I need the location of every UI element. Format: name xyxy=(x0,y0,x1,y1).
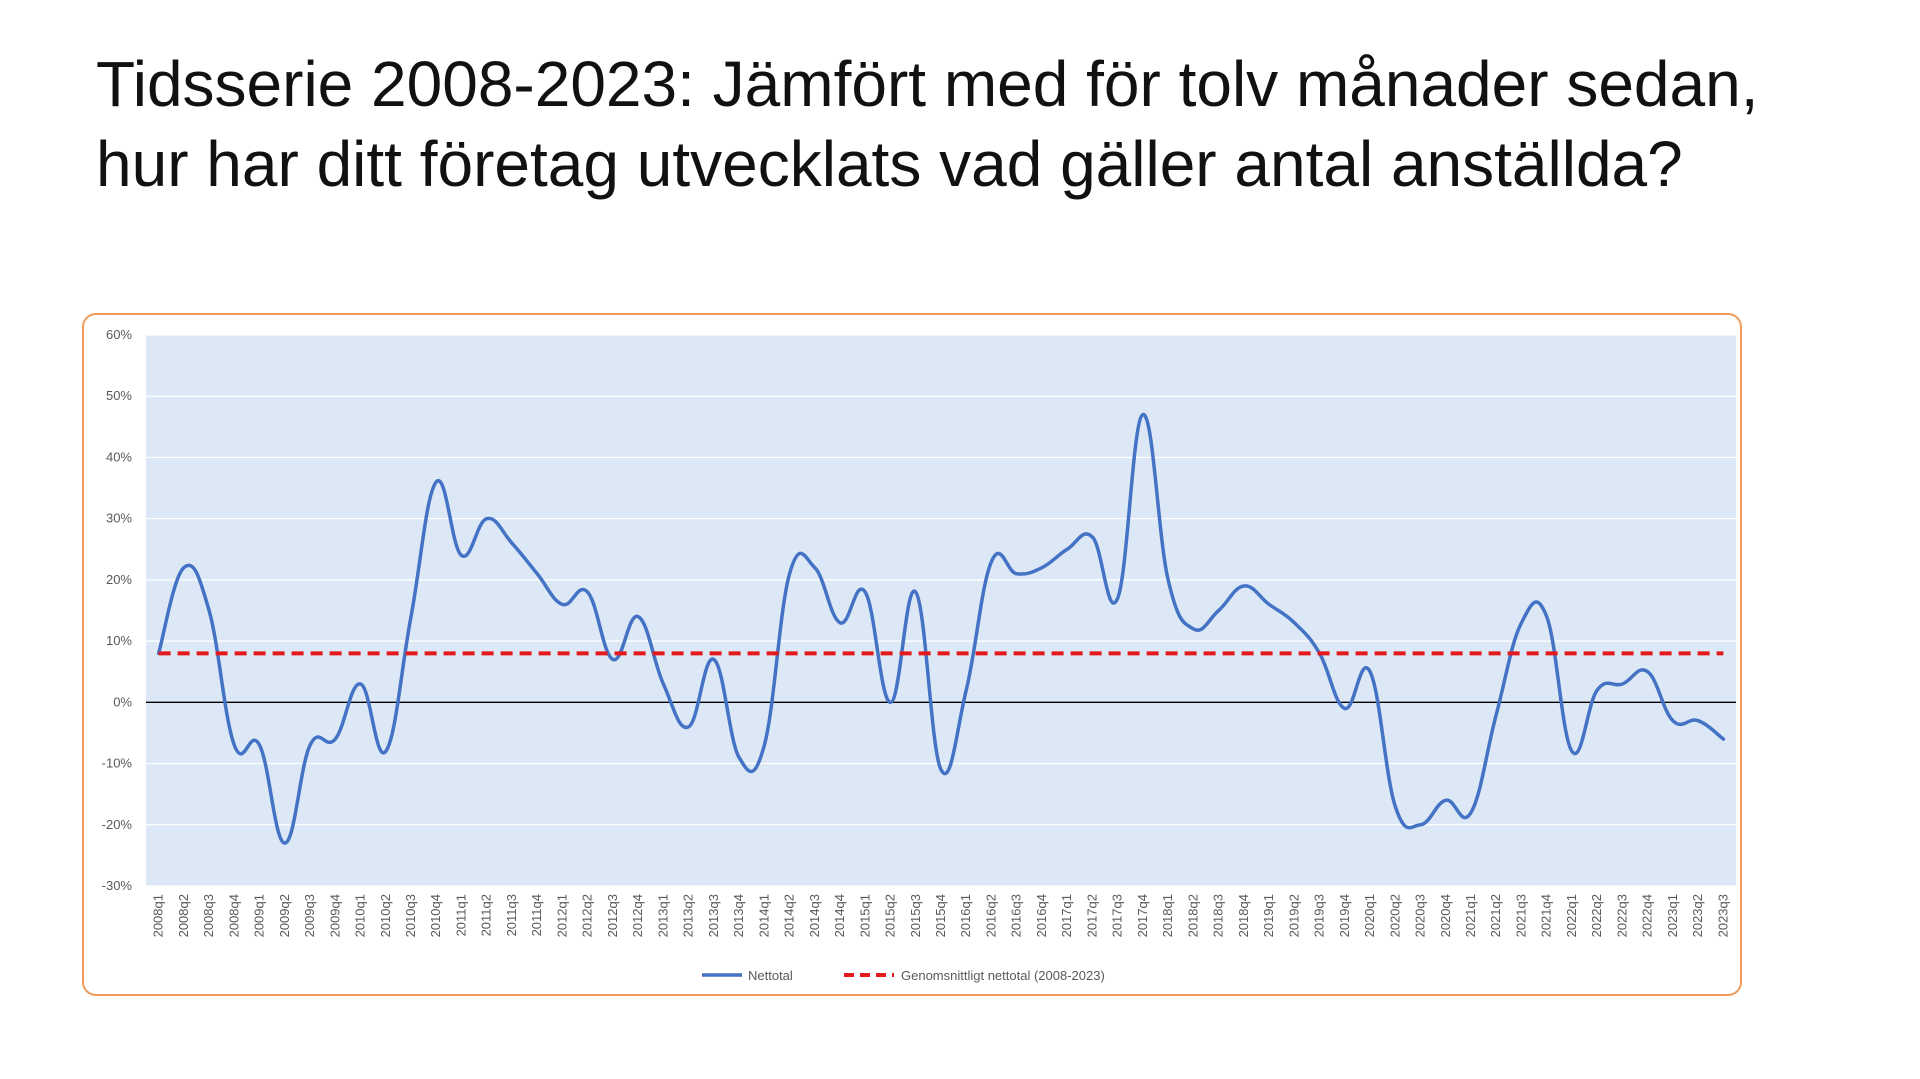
x-tick-label: 2020q1 xyxy=(1362,894,1377,937)
x-tick-label: 2022q1 xyxy=(1564,894,1579,937)
x-tick-label: 2016q1 xyxy=(958,894,973,937)
x-tick-label: 2015q2 xyxy=(883,894,898,937)
x-tick-label: 2014q2 xyxy=(782,894,797,937)
x-tick-label: 2010q4 xyxy=(428,894,443,937)
x-tick-label: 2009q3 xyxy=(302,894,317,937)
x-axis-tick-labels: 2008q1 2008q2 2008q3 2008q4 2009q1 2009q2 2009… xyxy=(151,894,1731,937)
x-tick-label: 2014q3 xyxy=(807,894,822,937)
chart-svg: -30%-20%-10%0%10%20%30%40%50%60% 2008q1 2… xyxy=(102,327,1736,983)
x-tick-label: 2018q3 xyxy=(1211,894,1226,937)
x-tick-label: 2014q1 xyxy=(756,894,771,937)
x-tick-label: 2022q4 xyxy=(1640,894,1655,937)
y-tick-label: 30% xyxy=(106,511,132,526)
x-tick-label: 2019q3 xyxy=(1312,894,1327,937)
x-tick-label: 2012q2 xyxy=(580,894,595,937)
x-tick-label: 2008q4 xyxy=(226,894,241,937)
x-tick-label: 2019q4 xyxy=(1337,894,1352,937)
x-tick-label: 2017q4 xyxy=(1135,894,1150,937)
x-tick-label: 2023q1 xyxy=(1665,894,1680,937)
y-tick-label: -10% xyxy=(102,756,133,771)
x-tick-label: 2009q1 xyxy=(252,894,267,937)
x-tick-label: 2018q2 xyxy=(1185,894,1200,937)
x-tick-label: 2014q4 xyxy=(832,894,847,937)
page-title: Tidsserie 2008-2023: Jämfört med för tol… xyxy=(96,48,1759,200)
x-tick-label: 2011q3 xyxy=(504,894,519,936)
x-tick-label: 2012q4 xyxy=(630,894,645,937)
x-tick-label: 2011q2 xyxy=(479,894,494,936)
x-tick-label: 2013q3 xyxy=(706,894,721,937)
series-layer xyxy=(156,412,1726,845)
x-tick-label: 2017q1 xyxy=(1059,894,1074,937)
x-tick-label: 2017q3 xyxy=(1110,894,1125,937)
x-tick-label: 2008q2 xyxy=(176,894,191,937)
x-tick-label: 2021q4 xyxy=(1539,894,1554,937)
x-tick-label: 2012q3 xyxy=(605,894,620,937)
x-tick-label: 2019q1 xyxy=(1261,894,1276,937)
x-tick-label: 2015q1 xyxy=(857,894,872,937)
x-tick-label: 2021q3 xyxy=(1513,894,1528,937)
x-tick-label: 2008q1 xyxy=(151,894,166,937)
x-tick-label: 2023q2 xyxy=(1690,894,1705,937)
x-tick-label: 2019q2 xyxy=(1286,894,1301,937)
chart-frame: -30% -20% -10% 0% 10% 20% 30% 40% 50% 60% 2008q1 2… xyxy=(82,313,1742,996)
x-tick-label: 2020q4 xyxy=(1438,894,1453,937)
y-tick-label: 40% xyxy=(106,449,132,464)
x-tick-label: 2018q1 xyxy=(1160,894,1175,937)
x-tick-label: 2013q2 xyxy=(681,894,696,937)
x-tick-label: 2017q2 xyxy=(1084,894,1099,937)
x-tick-label: 2013q1 xyxy=(655,894,670,937)
x-tick-label: 2015q4 xyxy=(933,894,948,937)
y-tick-label: 50% xyxy=(106,388,132,403)
x-tick-label: 2023q3 xyxy=(1715,894,1730,937)
x-tick-label: 2010q1 xyxy=(353,894,368,937)
x-tick-label: 2012q1 xyxy=(554,894,569,937)
legend: Nettotal Genomsnittligt nettotal (2008-20… xyxy=(702,968,1105,983)
x-tick-label: 2008q3 xyxy=(201,894,216,937)
x-tick-label: 2009q4 xyxy=(327,894,342,937)
x-tick-label: 2020q3 xyxy=(1413,894,1428,937)
x-tick-label: 2021q1 xyxy=(1463,894,1478,937)
x-tick-label: 2011q1 xyxy=(453,894,468,936)
x-tick-label: 2013q4 xyxy=(731,894,746,937)
x-tick-label: 2010q2 xyxy=(378,894,393,937)
y-tick-label: 10% xyxy=(106,633,132,648)
x-tick-label: 2011q4 xyxy=(529,894,544,936)
y-tick-label: -30% xyxy=(102,878,133,893)
grid-lines xyxy=(146,334,1736,887)
series-line-nettotal xyxy=(156,412,1726,845)
x-tick-label: 2015q3 xyxy=(908,894,923,937)
y-tick-label: 0% xyxy=(113,694,132,709)
y-tick-label: 20% xyxy=(106,572,132,587)
x-tick-label: 2016q4 xyxy=(1034,894,1049,937)
y-axis-tick-labels: -30% -20% -10% 0% 10% 20% 30% 40% 50% 60% xyxy=(102,327,133,893)
x-tick-label: 2022q3 xyxy=(1614,894,1629,937)
x-tick-label: 2016q3 xyxy=(1009,894,1024,937)
x-tick-label: 2018q4 xyxy=(1236,894,1251,937)
x-tick-label: 2010q3 xyxy=(403,894,418,937)
plot-area xyxy=(146,335,1736,886)
x-tick-label: 2009q2 xyxy=(277,894,292,937)
y-tick-label: 60% xyxy=(106,327,132,342)
y-tick-label: -20% xyxy=(102,817,133,832)
x-tick-label: 2020q2 xyxy=(1387,894,1402,937)
x-tick-label: 2022q2 xyxy=(1589,894,1604,937)
x-tick-label: 2016q2 xyxy=(983,894,998,937)
legend-label-nettotal: Nettotal xyxy=(748,968,793,983)
x-tick-label: 2021q2 xyxy=(1488,894,1503,937)
legend-label-average: Genomsnittligt nettotal (2008-2023) xyxy=(901,968,1105,983)
